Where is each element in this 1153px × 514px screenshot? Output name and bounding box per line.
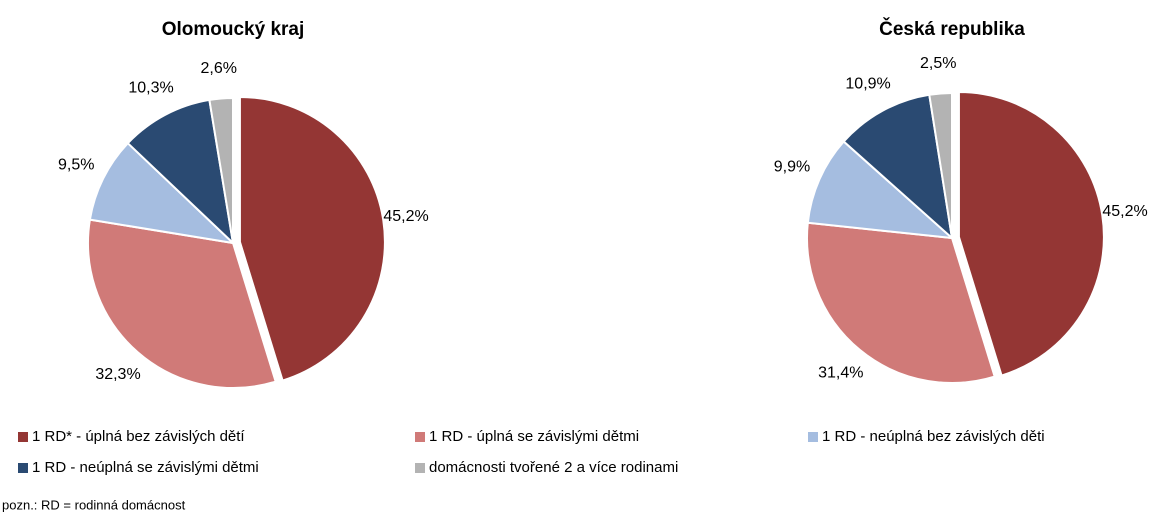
data-label: 32,3% xyxy=(95,366,140,383)
pie-slice xyxy=(957,90,1105,377)
data-label: 10,9% xyxy=(845,76,890,93)
pie-slice xyxy=(806,140,955,240)
legend-swatch xyxy=(18,432,28,442)
data-label: 2,5% xyxy=(920,55,956,72)
data-label: 45,2% xyxy=(383,208,428,225)
pie-slice xyxy=(208,96,234,244)
legend-label: domácnosti tvořené 2 a více rodinami xyxy=(429,459,678,476)
pie-slice xyxy=(87,218,277,389)
pie-slice xyxy=(126,98,235,246)
note: pozn.: RD = rodinná domácnost xyxy=(2,497,186,512)
data-label: 2,6% xyxy=(200,60,236,77)
data-label: 45,2% xyxy=(1102,203,1147,220)
chart-title: Česká republika xyxy=(879,18,1025,40)
legend-swatch xyxy=(415,432,425,442)
legend-label: 1 RD - neúplná bez závislých děti xyxy=(822,428,1045,445)
pie-slice xyxy=(238,95,386,382)
legend-swatch xyxy=(18,463,28,473)
legend-swatch xyxy=(415,463,425,473)
legend-label: 1 RD - úplná se závislými dětmi xyxy=(429,428,639,445)
data-label: 31,4% xyxy=(818,364,863,381)
pie-slice xyxy=(88,141,237,245)
data-label: 9,9% xyxy=(774,158,810,175)
pie-slice xyxy=(842,93,954,241)
data-label: 9,5% xyxy=(58,156,94,173)
legend-label: 1 RD - neúplná se závislými dětmi xyxy=(32,459,259,476)
pie-slice xyxy=(806,221,996,384)
legend-swatch xyxy=(808,432,818,442)
pie-slice xyxy=(928,91,953,239)
legend-label: 1 RD* - úplná bez závislých dětí xyxy=(32,428,245,445)
data-label: 10,3% xyxy=(128,80,173,97)
chart-title: Olomoucký kraj xyxy=(162,19,305,40)
